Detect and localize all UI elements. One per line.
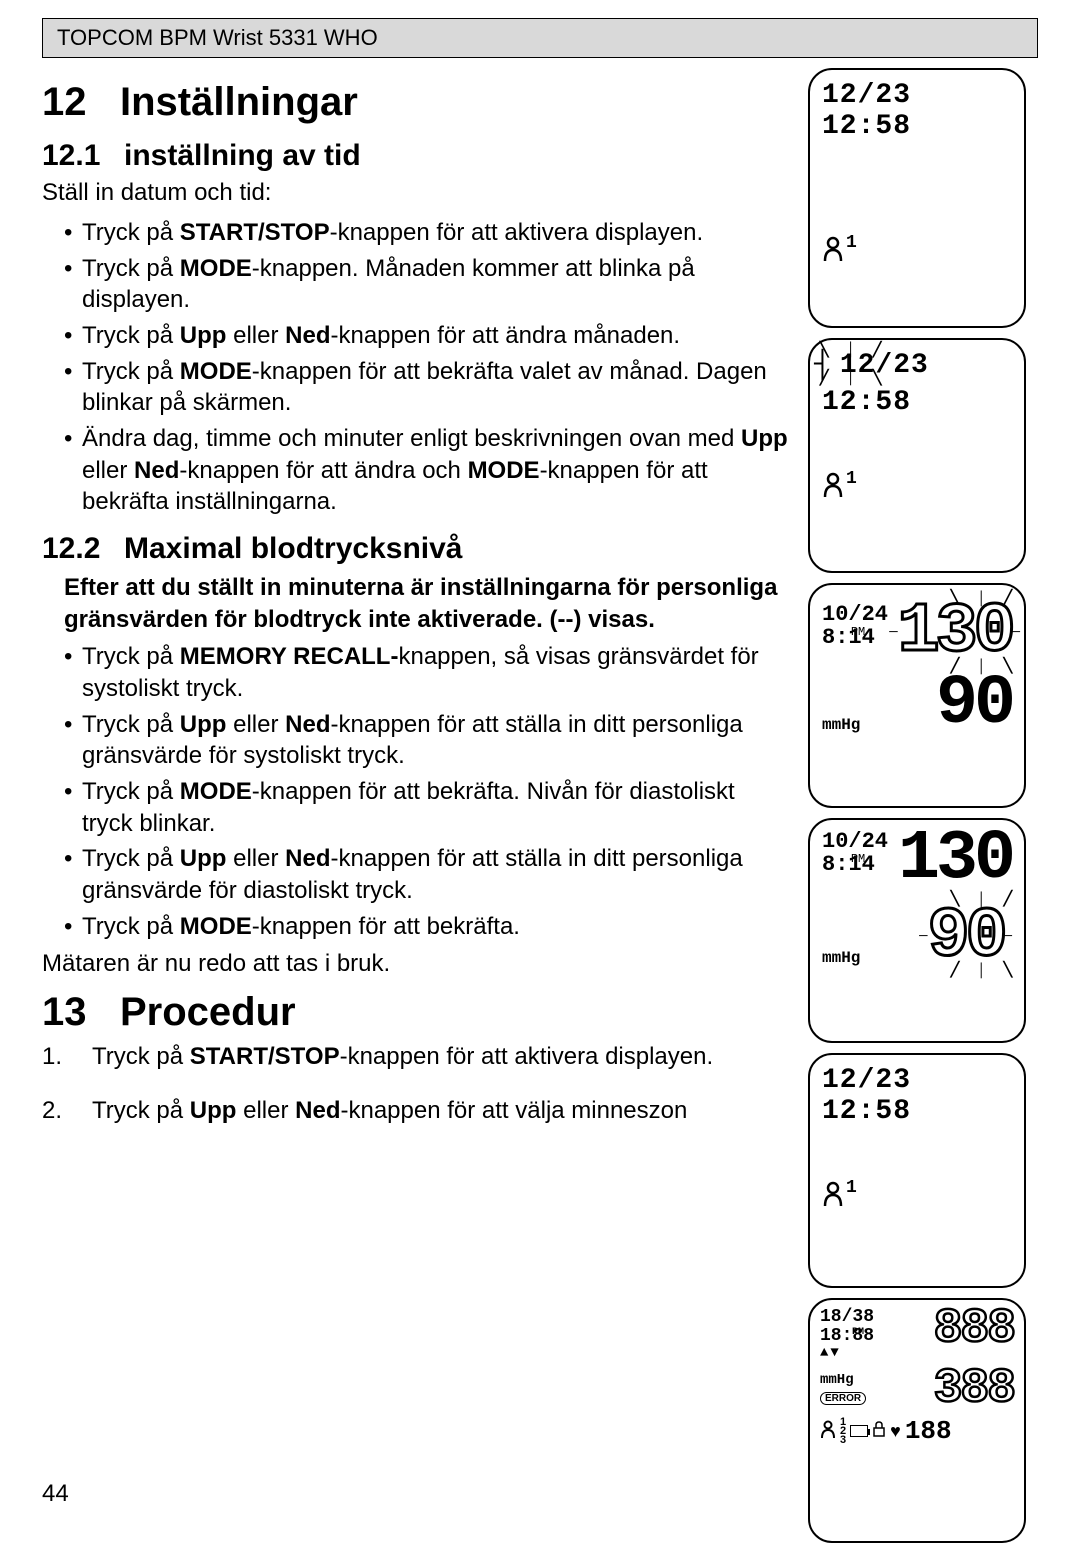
lcd-person-num: 1	[846, 233, 857, 253]
person-icon	[822, 1181, 844, 1207]
bullet-item: Tryck på START/STOP-knappen för att akti…	[64, 217, 790, 249]
lcd-display-3: ╲│╱ 10/24 8:14PM ─ 130 ─ ╱│╲ mmHg 90	[808, 583, 1026, 808]
heading-12: 12Inställningar	[42, 80, 790, 125]
blink-ticks-bottom: ╱│╲	[951, 967, 1012, 975]
lcd-unit: mmHg	[822, 949, 860, 967]
bullet-item: Tryck på MODE-knappen för att bekräfta.	[64, 911, 790, 943]
lcd-systolic: 130	[898, 603, 1012, 663]
heading-number: 12.1	[42, 139, 124, 173]
page-number: 44	[42, 1480, 69, 1508]
heading-number: 12.2	[42, 532, 124, 566]
closing-12-2: Mätaren är nu redo att tas i bruk.	[42, 950, 790, 978]
lcd-time: 12:58	[822, 1096, 1012, 1127]
figure-column: 12/23 12:58 1 ╲│╱ ┤12/23 ╱│╲ 12:58	[808, 58, 1038, 1543]
lcd-systolic: 888	[934, 1308, 1014, 1351]
lcd-display-5: 12/23 12:58 1	[808, 1053, 1026, 1288]
lcd-display-2: ╲│╱ ┤12/23 ╱│╲ 12:58 1	[808, 338, 1026, 573]
lcd-time: 12:58	[822, 387, 1012, 418]
lcd-person: 1	[822, 472, 1012, 498]
heading-12-1: 12.1inställning av tid	[42, 139, 790, 173]
heart-icon: ♥	[890, 1421, 901, 1442]
step-number: 1.	[42, 1041, 92, 1072]
lcd-datetime-small: 18/38 18:88PM ▲▼	[820, 1308, 886, 1360]
blink-tick-left: ─	[889, 629, 897, 637]
header-text: TOPCOM BPM Wrist 5331 WHO	[57, 25, 378, 50]
document-header: TOPCOM BPM Wrist 5331 WHO	[42, 18, 1038, 58]
lcd-time: 12:58	[822, 111, 1012, 142]
bullet-item: Tryck på MODE-knappen. Månaden kommer at…	[64, 253, 790, 316]
lcd-date: 12/23	[822, 1065, 1012, 1096]
blink-tick-right: ─	[1012, 629, 1020, 637]
step-text: Tryck på START/STOP-knappen för att akti…	[92, 1041, 713, 1072]
intro-12-1: Ställ in datum och tid:	[42, 179, 790, 207]
lcd-heartrate: 188	[905, 1416, 952, 1446]
bullet-item: Tryck på Upp eller Ned-knappen för att s…	[64, 843, 790, 906]
lcd-person: 1	[822, 1181, 1012, 1207]
text-column: 12Inställningar 12.1inställning av tid S…	[42, 58, 790, 1543]
page-content: 12Inställningar 12.1inställning av tid S…	[0, 58, 1080, 1543]
person-icon	[822, 236, 844, 262]
lcd-diastolic: 90	[936, 675, 1012, 735]
lcd-display-1: 12/23 12:58 1	[808, 68, 1026, 328]
person-icon	[822, 472, 844, 498]
step-item: 1.Tryck på START/STOP-knappen för att ak…	[42, 1041, 790, 1072]
lcd-person-num: 1	[846, 1178, 857, 1198]
heading-13: 13Procedur	[42, 990, 790, 1035]
lcd-person-num: 1	[846, 469, 857, 489]
bullets-12-2: Tryck på MEMORY RECALL-knappen, så visas…	[42, 641, 790, 942]
bullet-item: Tryck på MODE-knappen för att bekräfta v…	[64, 356, 790, 419]
battery-icon	[850, 1425, 868, 1437]
lcd-display-4: 10/24 8:14PM 130 ╲│╱ mmHg ─ 90 ─ ╱│╲	[808, 818, 1026, 1043]
memory-nums: 123	[840, 1418, 846, 1444]
step-item: 2.Tryck på Upp eller Ned-knappen för att…	[42, 1095, 790, 1126]
arrows-icon: ▲▼	[820, 1346, 886, 1361]
lcd-diastolic: 388	[934, 1362, 1014, 1416]
bullet-item: Tryck på MEMORY RECALL-knappen, så visas…	[64, 641, 790, 704]
heading-12-2: 12.2Maximal blodtrycksnivå	[42, 532, 790, 566]
lcd-datetime-small: 10/24 8:14PM	[822, 603, 889, 649]
heading-title: Inställningar	[120, 80, 358, 124]
lcd-unit: mmHg	[820, 1372, 866, 1388]
heading-title: inställning av tid	[124, 139, 361, 172]
lcd-systolic: 130	[898, 830, 1012, 890]
lcd-date: 12/23	[822, 80, 1012, 111]
lcd-diastolic: 90	[928, 908, 1004, 968]
step-number: 2.	[42, 1095, 92, 1126]
lcd-person: 1	[822, 236, 1012, 262]
lcd-bottom-icons: 123 ♥ 188	[820, 1416, 1014, 1446]
bold-intro-12-2: Efter att du ställt in minuterna är inst…	[42, 572, 790, 635]
lcd-display-6: 18/38 18:88PM ▲▼ 888 mmHg ERROR 388 123	[808, 1298, 1026, 1543]
step-text: Tryck på Upp eller Ned-knappen för att v…	[92, 1095, 687, 1126]
blink-tick-left: ─	[919, 933, 927, 941]
bullet-item: Tryck på MODE-knappen för att bekräfta. …	[64, 776, 790, 839]
blink-tick-right: ─	[1004, 933, 1012, 941]
heading-title: Procedur	[120, 990, 296, 1034]
steps-13: 1.Tryck på START/STOP-knappen för att ak…	[42, 1041, 790, 1125]
blink-ticks-bottom: ╱│╲	[820, 370, 881, 387]
lcd-unit: mmHg	[822, 716, 860, 734]
heading-title: Maximal blodtrycksnivå	[124, 532, 462, 565]
heading-number: 12	[42, 80, 120, 125]
bullet-item: Tryck på Upp eller Ned-knappen för att ä…	[64, 320, 790, 352]
heading-number: 13	[42, 990, 120, 1035]
bullet-item: Tryck på Upp eller Ned-knappen för att s…	[64, 709, 790, 772]
person-icon	[820, 1420, 836, 1443]
bullets-12-1: Tryck på START/STOP-knappen för att akti…	[42, 217, 790, 518]
lcd-datetime-small: 10/24 8:14PM	[822, 830, 889, 876]
bullet-item: Ändra dag, timme och minuter enligt besk…	[64, 423, 790, 518]
lock-icon	[872, 1421, 886, 1442]
error-badge: ERROR	[820, 1392, 866, 1405]
